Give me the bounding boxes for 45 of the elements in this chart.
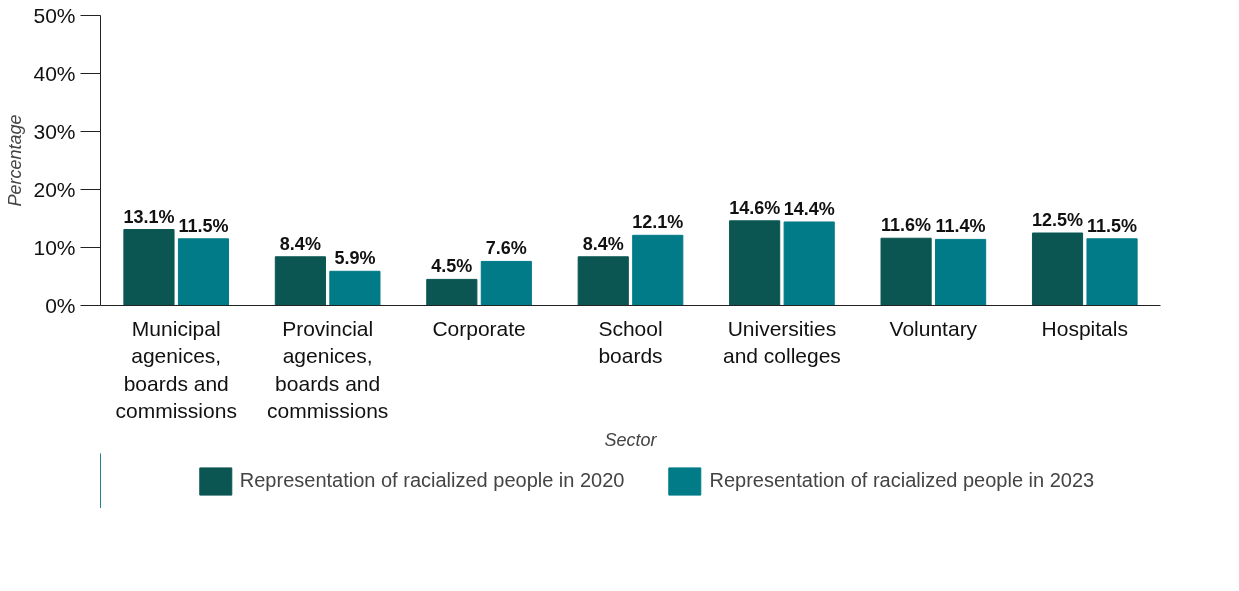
- data-label: 12.5%: [1032, 210, 1084, 230]
- bar: [935, 238, 987, 306]
- x-tick-label: Hospitals: [1041, 316, 1128, 340]
- x-axis-title: Sector: [604, 430, 658, 451]
- legend-label: Representation of racialized people in 2020: [239, 469, 625, 492]
- data-label: 14.4%: [783, 198, 835, 219]
- data-label: 11.6%: [881, 215, 932, 236]
- data-label: 8.4%: [279, 233, 321, 254]
- data-label: 5.9%: [334, 248, 376, 269]
- bar: [783, 221, 835, 306]
- x-tick-label: School boards: [598, 316, 663, 368]
- bar: [1031, 232, 1084, 306]
- bar: [426, 278, 478, 306]
- data-label: 11.4%: [935, 216, 986, 237]
- bar: [729, 220, 781, 306]
- y-tick-label: 10%: [33, 236, 76, 259]
- y-tick-label: 0%: [45, 294, 76, 317]
- data-label: 11.5%: [1087, 215, 1138, 236]
- data-label: 4.5%: [431, 256, 473, 277]
- data-label: 13.1%: [123, 206, 175, 227]
- x-tick-label: Provincial agenices, boards and commissions: [266, 316, 389, 423]
- bar: [329, 270, 381, 306]
- bar: [274, 256, 326, 306]
- bar: [123, 229, 175, 306]
- bar: [177, 238, 230, 306]
- y-tick-label: 30%: [33, 120, 76, 143]
- data-label: 12.1%: [632, 212, 684, 233]
- bar: [1086, 238, 1138, 306]
- y-tick-label: 40%: [33, 62, 76, 85]
- y-tick-label: 20%: [33, 178, 76, 201]
- y-tick-label: 50%: [33, 4, 76, 27]
- data-label: 11.5%: [178, 215, 229, 236]
- bar: [880, 237, 932, 306]
- data-label: 14.6%: [729, 197, 781, 218]
- data-label: 8.4%: [582, 233, 624, 254]
- x-tick-label: Voluntary: [889, 316, 978, 340]
- x-tick-label: Corporate: [432, 316, 526, 340]
- bar: [577, 256, 629, 306]
- bar: [480, 260, 532, 306]
- y-axis-title: Percentage: [5, 114, 26, 207]
- legend-label: Representation of racialized people in 2023: [709, 469, 1095, 492]
- data-label: 7.6%: [485, 238, 527, 259]
- x-tick-label: Municipal agenices, boards and commissions: [115, 316, 237, 423]
- x-tick-label: Universities and colleges: [722, 316, 841, 368]
- bar: [632, 234, 684, 306]
